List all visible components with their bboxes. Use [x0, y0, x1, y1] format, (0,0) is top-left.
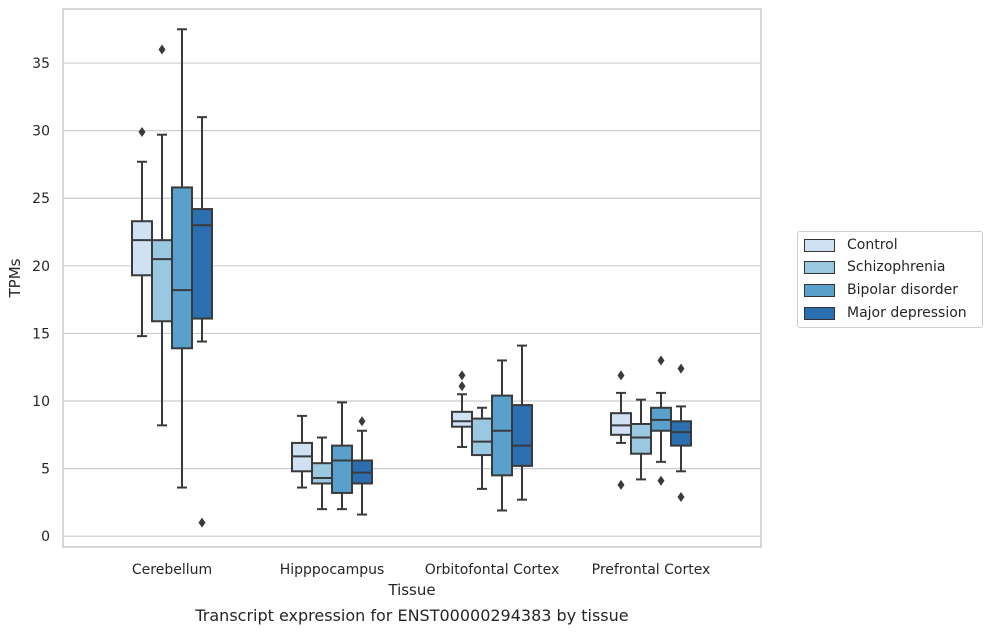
x-tick-label: Orbitofontal Cortex	[425, 562, 560, 578]
y-tick-label: 25	[32, 191, 50, 207]
box-iqr	[331, 444, 353, 494]
outlier-marker	[458, 381, 466, 392]
legend-item-major-depression: Major depression	[804, 303, 967, 323]
box-iqr	[311, 462, 333, 485]
box-group	[311, 436, 333, 511]
box-group	[331, 401, 353, 511]
outlier-marker	[458, 370, 466, 381]
x-tick-label: Prefrontal Cortex	[592, 562, 711, 578]
outlier-marker	[677, 491, 685, 502]
plot-frame	[62, 8, 762, 548]
box-plot-marks	[131, 28, 692, 528]
outlier-marker	[657, 475, 665, 486]
box-group	[291, 414, 313, 489]
box-group	[670, 363, 692, 502]
box-group	[451, 370, 473, 448]
x-tick-labels: Cerebellum Hipppocampus Orbitofontal Corte…	[132, 562, 710, 578]
box-group	[151, 44, 173, 427]
outlier-marker	[617, 370, 625, 381]
legend-swatch-schizophrenia	[804, 260, 835, 274]
box-iqr	[630, 422, 652, 455]
legend-item-control: Control	[804, 235, 898, 255]
box-iqr	[451, 410, 473, 428]
box-group	[491, 359, 513, 512]
x-tick-label: Cerebellum	[132, 562, 212, 578]
box-iqr	[151, 239, 173, 323]
y-tick-label: 0	[41, 529, 50, 545]
legend-swatch-control	[804, 238, 835, 252]
outlier-marker	[198, 517, 206, 528]
legend-item-schizophrenia: Schizophrenia	[804, 257, 945, 277]
chart-caption: Transcript expression for ENST0000029438…	[195, 606, 629, 625]
box-iqr	[610, 412, 632, 436]
legend-item-bipolar-disorder: Bipolar disorder	[804, 280, 958, 300]
outlier-marker	[158, 44, 166, 55]
outlier-marker	[617, 479, 625, 490]
legend-label-major-depression: Major depression	[847, 305, 967, 321]
outlier-marker	[138, 127, 146, 138]
box-group	[131, 127, 153, 338]
box-iqr	[171, 186, 193, 350]
legend-label-schizophrenia: Schizophrenia	[847, 259, 946, 275]
y-tick-label: 30	[32, 124, 50, 140]
y-tick-label: 5	[41, 462, 50, 478]
box-group	[191, 116, 213, 528]
box-iqr	[131, 220, 153, 277]
box-group	[610, 370, 632, 490]
box-iqr	[511, 404, 533, 467]
outlier-marker	[677, 363, 685, 374]
legend-label-bipolar-disorder: Bipolar disorder	[847, 282, 959, 298]
box-iqr	[471, 417, 493, 457]
legend-swatch-bipolar-disorder	[804, 283, 835, 297]
box-group	[511, 344, 533, 501]
y-tick-labels: 0 5 10 15 20 25 30 35	[32, 56, 50, 545]
box-group	[471, 406, 493, 490]
y-tick-label: 10	[32, 394, 50, 410]
y-tick-label: 20	[32, 259, 50, 275]
legend: Control Schizophrenia Bipolar disorder M…	[797, 231, 983, 328]
x-tick-label: Hipppocampus	[280, 562, 385, 578]
box-iqr	[191, 208, 213, 320]
x-axis-label: Tissue	[387, 581, 435, 599]
legend-swatch-major-depression	[804, 306, 835, 320]
outlier-marker	[358, 416, 366, 427]
legend-label-control: Control	[847, 237, 898, 253]
box-iqr	[670, 420, 692, 447]
y-axis-label: TPMs	[6, 258, 24, 298]
box-group	[351, 416, 373, 516]
box-iqr	[491, 394, 513, 477]
outlier-marker	[657, 355, 665, 366]
box-group	[171, 28, 193, 489]
y-tick-label: 15	[32, 326, 50, 342]
box-group	[630, 398, 652, 481]
y-tick-label: 35	[32, 56, 50, 72]
box-group	[650, 355, 672, 486]
